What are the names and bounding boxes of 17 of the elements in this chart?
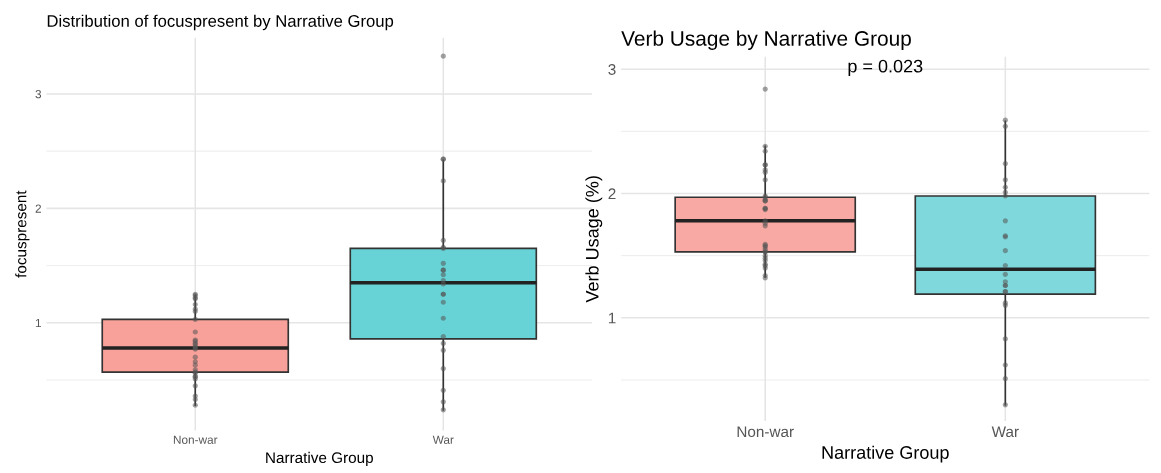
y-tick-label: 3 (608, 64, 616, 75)
y-tick-label: 3 (35, 89, 42, 99)
x-tick-label: Non-war (737, 426, 794, 438)
x-tick-label: War (432, 435, 454, 444)
x-axis-title: Narrative Group (266, 451, 373, 467)
x-tick-label: War (991, 426, 1019, 438)
y-tick-label: 2 (608, 188, 616, 200)
y-tick-label: 1 (35, 319, 41, 328)
x-tick-label: Non-war (173, 435, 218, 444)
annotation: p = 0.023 (848, 59, 923, 77)
y-axis-title: focuspresent (15, 190, 30, 278)
chart-title: Distribution of focuspresent by Narrative Group (47, 14, 394, 31)
chart-title: Verb Usage by Narrative Group (621, 30, 911, 50)
y-tick-label: 2 (35, 204, 41, 213)
y-tick-label: 1 (608, 312, 616, 324)
y-axis-title: Verb Usage (%) (585, 176, 603, 303)
x-axis-title: Narrative Group (822, 445, 949, 463)
